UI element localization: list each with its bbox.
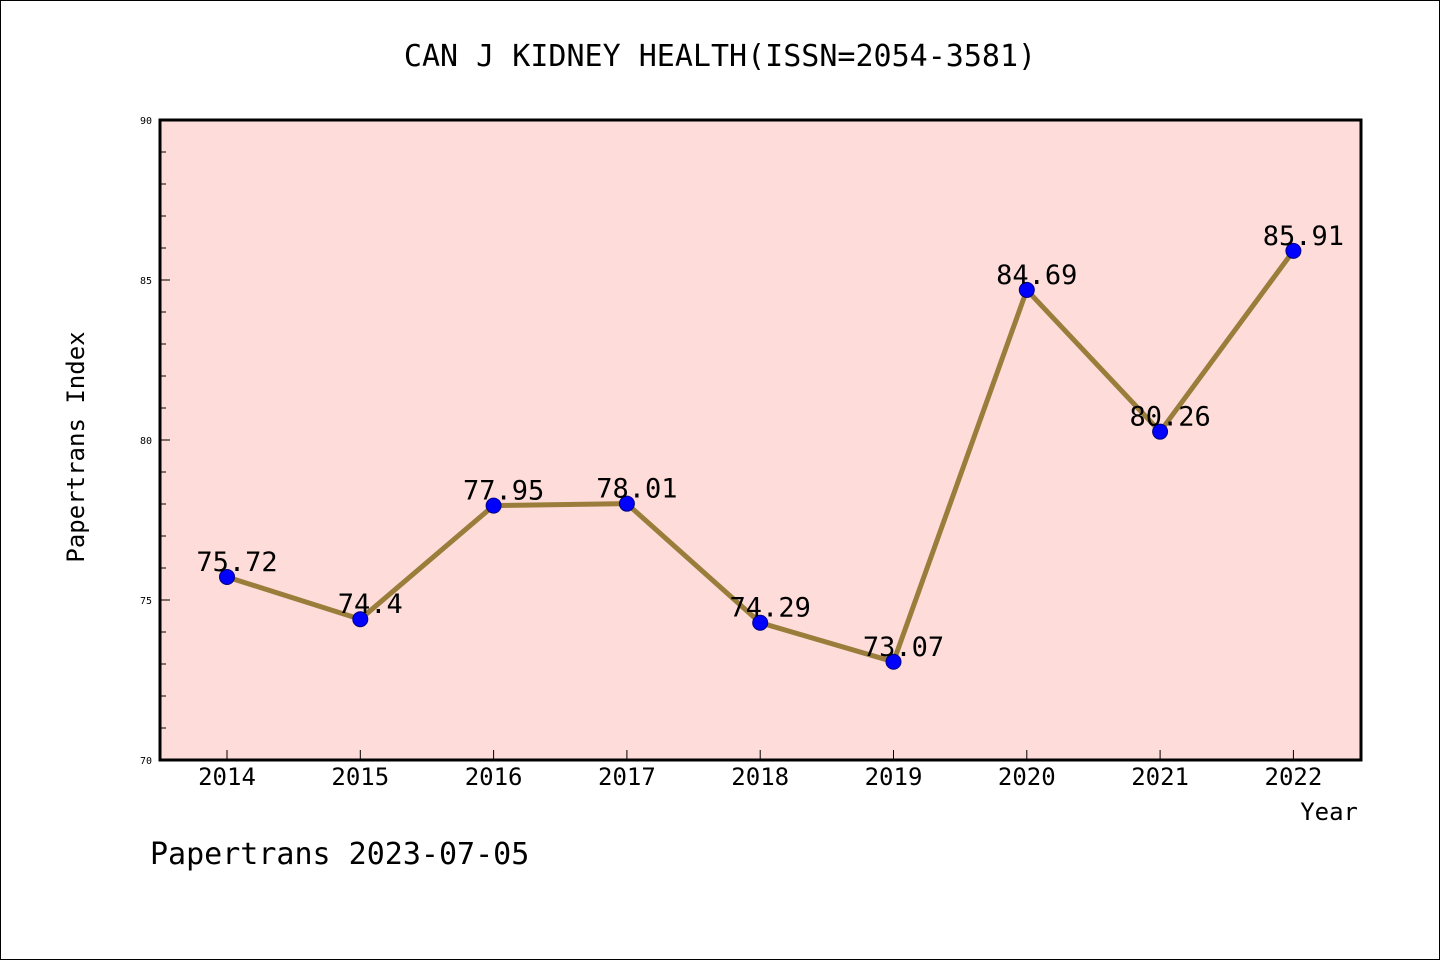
x-tick-label: 2021 — [1131, 763, 1189, 791]
y-axis-label: Papertrans Index — [62, 331, 90, 562]
data-point — [485, 497, 502, 514]
x-tick-label: 2019 — [865, 763, 923, 791]
data-points — [219, 242, 1302, 670]
data-point — [1018, 281, 1035, 298]
x-tick-label: 2015 — [331, 763, 389, 791]
footer-stamp: Papertrans 2023-07-05 — [150, 837, 529, 872]
data-label: 77.95 — [463, 476, 544, 507]
data-label: 73.07 — [863, 632, 944, 663]
data-point — [618, 495, 635, 512]
data-label: 75.72 — [196, 547, 277, 578]
data-label: 85.91 — [1263, 221, 1344, 252]
data-point — [752, 614, 769, 631]
x-axis-label: Year — [1300, 798, 1358, 826]
data-label: 80.26 — [1129, 402, 1210, 433]
plot-area — [160, 120, 1361, 760]
x-tick-label: 2014 — [198, 763, 256, 791]
x-axis: 2014 2015 2016 2017 2018 2019 2020 2021 2022 — [198, 750, 1322, 791]
data-point — [219, 568, 235, 585]
x-tick-label: 2020 — [998, 763, 1056, 791]
data-label: 74.4 — [338, 589, 403, 620]
data-labels: 75.72 74.4 77.95 78.01 74.29 73.07 84.69 80.26 8… — [196, 221, 1344, 663]
data-label: 74.29 — [730, 593, 811, 624]
y-tick-label: 75 — [140, 596, 152, 607]
data-point — [885, 653, 902, 670]
y-tick-label: 70 — [140, 756, 152, 767]
data-point — [1285, 242, 1302, 259]
x-tick-label: 2016 — [465, 763, 523, 791]
y-tick-label: 85 — [140, 276, 152, 287]
x-tick-label: 2022 — [1265, 763, 1323, 791]
x-tick-label: 2018 — [731, 763, 789, 791]
chart-title: CAN J KIDNEY HEALTH(ISSN=2054-3581) — [404, 39, 1036, 74]
x-tick-label: 2017 — [598, 763, 656, 791]
data-label: 84.69 — [996, 260, 1077, 291]
data-point — [352, 611, 369, 628]
data-label: 78.01 — [596, 474, 677, 505]
plot-border — [158, 118, 1363, 762]
data-point — [1152, 423, 1169, 440]
y-tick-label: 80 — [140, 436, 152, 447]
y-tick-label: 90 — [140, 116, 152, 127]
